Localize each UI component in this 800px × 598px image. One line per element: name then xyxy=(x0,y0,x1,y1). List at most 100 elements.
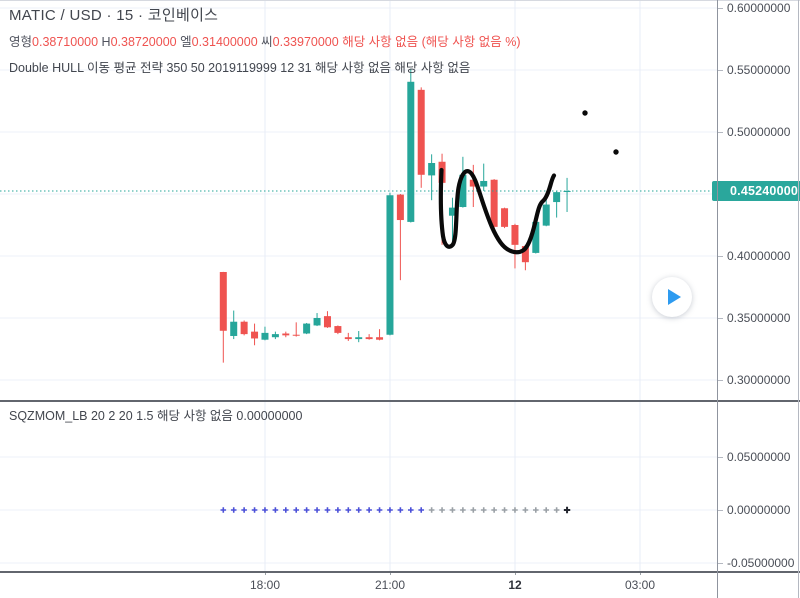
squeeze-cross-marker xyxy=(543,507,550,513)
squeeze-cross-marker xyxy=(522,507,529,513)
squeeze-cross-marker xyxy=(387,507,393,513)
time-axis-divider xyxy=(0,571,800,573)
squeeze-cross-marker xyxy=(335,507,341,513)
price-axis-label: 0.30000000 xyxy=(718,373,790,387)
axis-price-text: -0.05000000 xyxy=(727,556,795,570)
axis-tick xyxy=(718,510,723,512)
time-axis[interactable]: 18:00 21:00 12 03:00 xyxy=(0,571,800,598)
squeeze-cross-marker xyxy=(397,507,404,513)
high-label: H xyxy=(101,35,111,49)
candle-body xyxy=(480,180,488,187)
squeeze-cross-marker xyxy=(366,507,372,513)
price-axis[interactable]: 0.45240000 0.60000000 0.55000000 0.5000000… xyxy=(712,0,800,598)
squeeze-cross-marker xyxy=(376,507,383,513)
squeeze-cross-marker xyxy=(460,507,466,513)
price-axis-label: 0.40000000 xyxy=(718,249,790,263)
low-value: 0.31400000 xyxy=(191,35,258,49)
candle-body xyxy=(292,334,300,336)
candle-body xyxy=(417,89,425,175)
open-value: 0.38710000 xyxy=(32,35,99,49)
candle-body xyxy=(521,246,529,263)
squeeze-cross-marker xyxy=(553,507,560,513)
time-axis-label: 18:00 xyxy=(249,578,281,592)
candle-body xyxy=(563,191,571,193)
squeeze-markers-layer xyxy=(220,506,571,514)
candle-body xyxy=(532,221,540,253)
window-right-edge xyxy=(798,0,799,598)
squeeze-cross-marker xyxy=(241,507,247,513)
candle-body xyxy=(376,337,384,340)
squeeze-cross-marker xyxy=(220,507,227,513)
candle-body xyxy=(313,318,321,326)
change-value: 해당 사항 없음 (해당 사항 없음 %) xyxy=(342,35,521,49)
candle-body xyxy=(261,332,269,340)
axis-tick xyxy=(718,256,723,258)
candle-body xyxy=(407,81,415,222)
price-axis-label: 0.35000000 xyxy=(718,311,790,325)
axis-tick xyxy=(718,132,723,134)
drawing-anchor-dot[interactable] xyxy=(582,110,588,116)
squeeze-cross-marker xyxy=(262,507,268,513)
candle-body xyxy=(428,163,436,176)
squeeze-cross-marker xyxy=(303,507,310,513)
candle-body xyxy=(271,334,279,338)
strategy-legend-row[interactable]: Double HULL 이동 평균 전략 350 50 2019119999 1… xyxy=(9,61,471,75)
indicator-legend-row[interactable]: SQZMOM_LB 20 2 20 1.5 해당 사항 없음 0.0000000… xyxy=(9,409,303,423)
candle-body xyxy=(240,321,248,335)
squeeze-cross-marker xyxy=(491,507,497,513)
price-axis-label: 0.50000000 xyxy=(718,125,790,139)
axis-price-text: 0.35000000 xyxy=(727,311,791,325)
price-axis-border xyxy=(717,0,718,598)
play-forward-button[interactable] xyxy=(652,277,692,317)
time-axis-tick xyxy=(515,571,516,575)
candle-body xyxy=(459,174,467,208)
candle-body xyxy=(553,192,561,203)
indicator-axis-label: 0.05000000 xyxy=(718,450,790,464)
high-value: 0.38720000 xyxy=(110,35,177,49)
top-border xyxy=(0,0,800,1)
freehand-w-drawing[interactable] xyxy=(438,167,557,255)
close-label: 씨 xyxy=(261,35,273,49)
candle-body xyxy=(448,207,456,216)
squeeze-cross-marker xyxy=(439,507,445,513)
axis-price-text: 0.60000000 xyxy=(727,1,791,15)
squeeze-cross-marker xyxy=(251,507,258,513)
chart-legend: MATIC / USD · 15 · 코인베이스 영형0.38710000 H0… xyxy=(9,4,520,78)
candle-body xyxy=(355,337,363,340)
drawing-anchor-dot[interactable] xyxy=(613,149,619,155)
candle-body xyxy=(542,204,550,226)
candle-body xyxy=(511,225,519,245)
squeeze-cross-marker xyxy=(418,507,425,513)
open-label: 영형 xyxy=(9,35,33,49)
candle-body xyxy=(490,179,498,227)
indicator-axis-label: 0.00000000 xyxy=(718,503,790,517)
time-axis-label: 21:00 xyxy=(374,578,406,592)
squeeze-cross-marker xyxy=(283,507,289,513)
squeeze-cross-marker xyxy=(480,507,487,513)
symbol-title[interactable]: MATIC / USD · 15 · 코인베이스 xyxy=(9,7,219,24)
time-axis-tick xyxy=(390,571,391,575)
axis-tick xyxy=(718,457,723,459)
candles-layer xyxy=(219,68,571,363)
indicator-axis-label: -0.05000000 xyxy=(718,556,794,570)
pane-divider[interactable] xyxy=(0,400,800,402)
time-axis-tick xyxy=(265,571,266,575)
play-icon xyxy=(667,289,681,305)
time-axis-tick xyxy=(640,571,641,575)
squeeze-cross-marker xyxy=(449,507,456,513)
candle-body xyxy=(282,333,290,336)
ohlc-row[interactable]: 영형0.38710000 H0.38720000 엘0.31400000 씨0.… xyxy=(9,32,520,52)
axis-price-text: 0.50000000 xyxy=(727,125,791,139)
candle-body xyxy=(396,194,404,221)
axis-tick xyxy=(718,70,723,72)
candle-body xyxy=(469,179,477,187)
current-price-line xyxy=(0,182,718,200)
squeeze-cross-marker xyxy=(428,507,435,513)
squeeze-cross-marker xyxy=(408,507,414,513)
candle-body xyxy=(344,337,352,340)
freehand-drawing-layer[interactable] xyxy=(438,110,619,255)
axis-tick xyxy=(718,8,723,10)
candle-body xyxy=(251,331,259,339)
